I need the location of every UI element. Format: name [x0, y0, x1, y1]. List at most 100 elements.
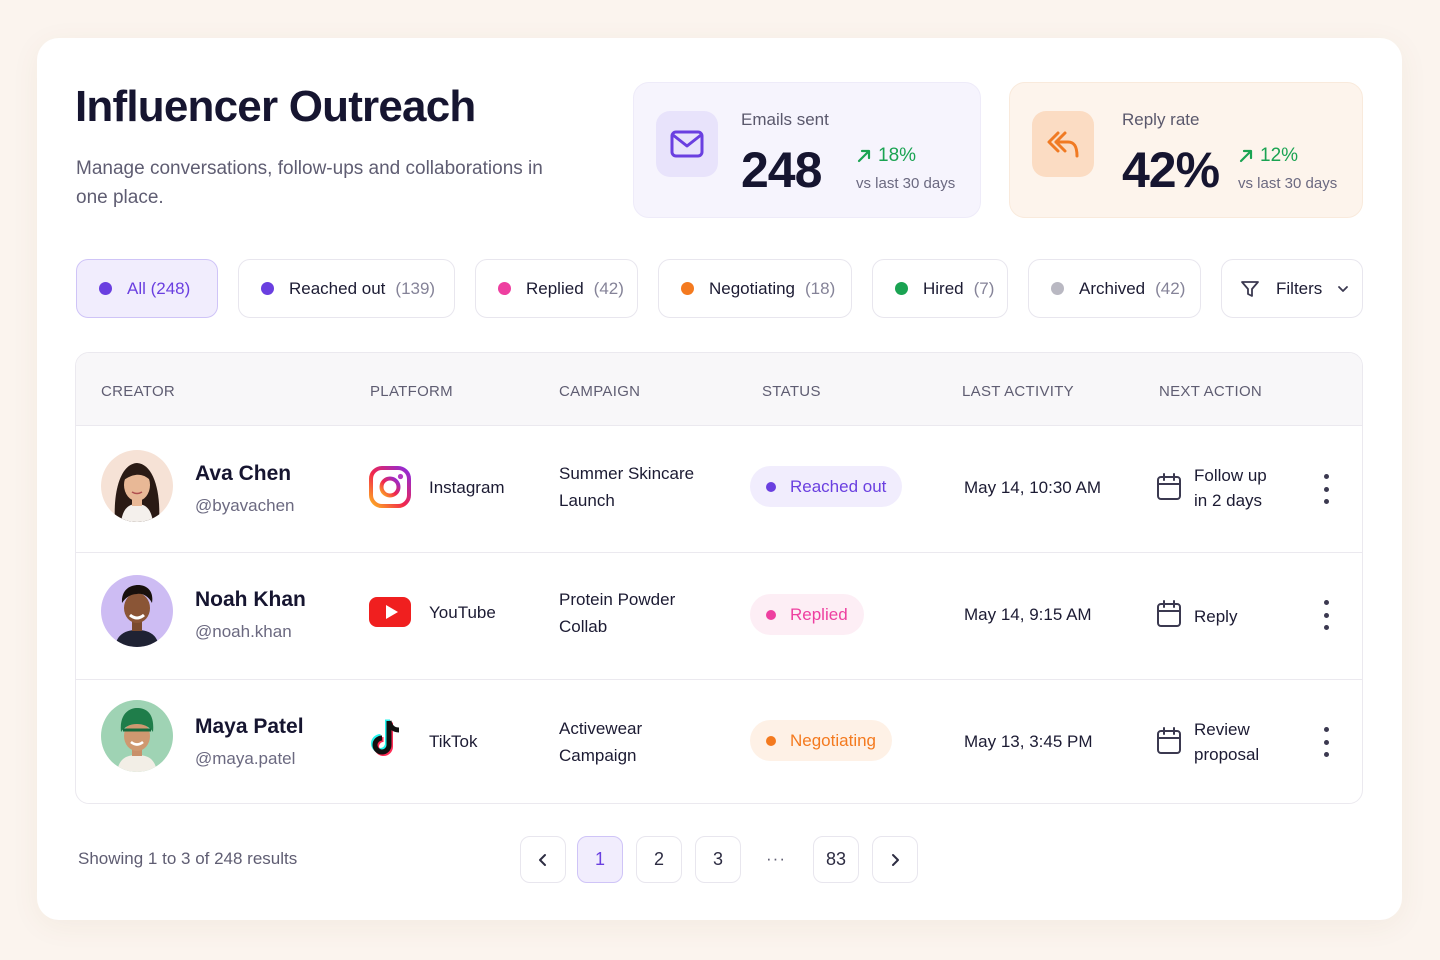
column-header-status[interactable]: STATUS [762, 383, 821, 400]
filters-dropdown-button[interactable]: Filters [1221, 259, 1363, 318]
column-header-platform[interactable]: PLATFORM [370, 383, 453, 400]
reply-rate-label: Reply rate [1122, 110, 1200, 129]
creator-name[interactable]: Maya Patel [195, 715, 304, 738]
filter-count: (139) [395, 278, 436, 298]
status-badge: Negotiating [750, 720, 893, 761]
table-row[interactable]: Maya Patel @maya.patel TikTok Activewear… [76, 680, 1362, 803]
column-header-last-activity[interactable]: LAST ACTIVITY [962, 383, 1074, 400]
status-label: Reached out [790, 476, 887, 496]
status-label: Replied [790, 604, 848, 624]
filter-count: (42) [593, 278, 624, 298]
emails-sent-change: 18% [856, 145, 916, 167]
status-dot [99, 282, 112, 295]
results-summary: Showing 1 to 3 of 248 results [78, 849, 298, 868]
status-dot [498, 282, 511, 295]
more-options-icon[interactable] [1314, 727, 1338, 757]
mail-icon [656, 111, 718, 177]
next-action: Review proposal [1194, 720, 1260, 764]
platform-name: YouTube [429, 603, 496, 622]
calendar-icon [1156, 600, 1182, 628]
pagination-page-2[interactable]: 2 [636, 836, 682, 883]
arrow-up-right-icon [1239, 149, 1253, 163]
creator-handle: @byavachen [195, 496, 295, 515]
last-activity: May 13, 3:45 PM [964, 732, 1093, 751]
pagination-next-button[interactable] [872, 836, 918, 883]
pagination-page-3[interactable]: 3 [695, 836, 741, 883]
page-subtitle: Manage conversations, follow-ups and col… [76, 158, 543, 208]
filter-reached-out[interactable]: Reached out (139) [238, 259, 455, 318]
more-options-icon[interactable] [1314, 474, 1338, 504]
status-dot [261, 282, 274, 295]
filter-label: Negotiating [709, 278, 796, 298]
emails-sent-card: Emails sent 248 18% vs last 30 days [633, 82, 981, 218]
reply-rate-change: 12% [1238, 145, 1298, 167]
filters-label: Filters [1276, 278, 1323, 298]
campaign-name: Protein Powder Collab [559, 590, 676, 636]
filter-icon [1241, 280, 1259, 297]
filter-count: (7) [973, 278, 995, 298]
creator-name[interactable]: Noah Khan [195, 588, 306, 611]
creators-table: CREATOR PLATFORM CAMPAIGN STATUS LAST AC… [75, 352, 1363, 804]
avatar [101, 450, 173, 522]
status-badge: Reached out [750, 466, 903, 507]
status-dot [766, 735, 776, 746]
column-header-next-action[interactable]: NEXT ACTION [1159, 383, 1263, 400]
filter-negotiating[interactable]: Negotiating (18) [658, 259, 852, 318]
table-header: CREATOR PLATFORM CAMPAIGN STATUS LAST AC… [76, 353, 1362, 426]
column-header-campaign[interactable]: CAMPAIGN [559, 383, 641, 400]
campaign-name: Activewear Campaign [559, 719, 643, 765]
reply-rate-value: 42% [1122, 142, 1220, 198]
filter-label: All (248) [127, 278, 191, 298]
filter-all[interactable]: All (248) [76, 259, 218, 318]
filter-replied[interactable]: Replied (42) [475, 259, 638, 318]
calendar-icon [1156, 727, 1182, 755]
next-action: Reply [1194, 607, 1238, 626]
emails-sent-period: vs last 30 days [856, 175, 956, 192]
filter-archived[interactable]: Archived (42) [1028, 259, 1201, 318]
platform-name: TikTok [429, 732, 478, 751]
filter-label: Archived [1079, 278, 1146, 298]
column-header-creator[interactable]: CREATOR [101, 383, 176, 400]
calendar-icon [1156, 473, 1182, 501]
reply-icon [1032, 111, 1094, 177]
pagination-page-83[interactable]: 83 [813, 836, 859, 883]
chevron-left-icon [539, 853, 546, 866]
status-dot [895, 282, 908, 295]
campaign-name: Summer Skincare Launch [559, 464, 695, 510]
arrow-up-right-icon [857, 149, 871, 163]
avatar [101, 575, 173, 647]
filter-label: Reached out [289, 278, 386, 298]
filter-hired[interactable]: Hired (7) [872, 259, 1008, 318]
page-title: Influencer Outreach [75, 82, 476, 131]
more-options-icon[interactable] [1314, 600, 1338, 630]
filter-count: (18) [805, 278, 836, 298]
creator-handle: @maya.patel [195, 749, 296, 768]
platform-name: Instagram [429, 478, 505, 497]
table-row[interactable]: Ava Chen @byavachen Instagram Summer Ski… [76, 426, 1362, 553]
filter-label: Replied [526, 278, 584, 298]
reply-rate-card: Reply rate 42% 12% vs last 30 days [1009, 82, 1363, 218]
instagram-icon [368, 465, 412, 509]
status-dot [1051, 282, 1064, 295]
last-activity: May 14, 9:15 AM [964, 605, 1092, 624]
status-badge: Replied [750, 594, 864, 635]
creator-handle: @noah.khan [195, 622, 292, 641]
filter-label: Hired [923, 278, 964, 298]
pagination-prev-button[interactable] [520, 836, 566, 883]
table-row[interactable]: Noah Khan @noah.khan YouTube Protein Pow… [76, 553, 1362, 680]
pagination-page-1[interactable]: 1 [577, 836, 623, 883]
emails-sent-value: 248 [741, 142, 822, 198]
status-label: Negotiating [790, 730, 877, 750]
pagination-ellipsis: ··· [766, 849, 786, 868]
next-action: Follow up in 2 days [1194, 466, 1267, 510]
status-dot [766, 481, 776, 492]
tiktok-icon [368, 716, 412, 760]
creator-name[interactable]: Ava Chen [195, 462, 292, 485]
reply-rate-period: vs last 30 days [1238, 175, 1338, 192]
chevron-right-icon [892, 853, 899, 866]
status-dot [681, 282, 694, 295]
chevron-down-icon [1338, 285, 1349, 292]
emails-sent-label: Emails sent [741, 110, 829, 129]
status-dot [766, 609, 776, 620]
emails-sent-change-value: 18% [878, 145, 917, 166]
